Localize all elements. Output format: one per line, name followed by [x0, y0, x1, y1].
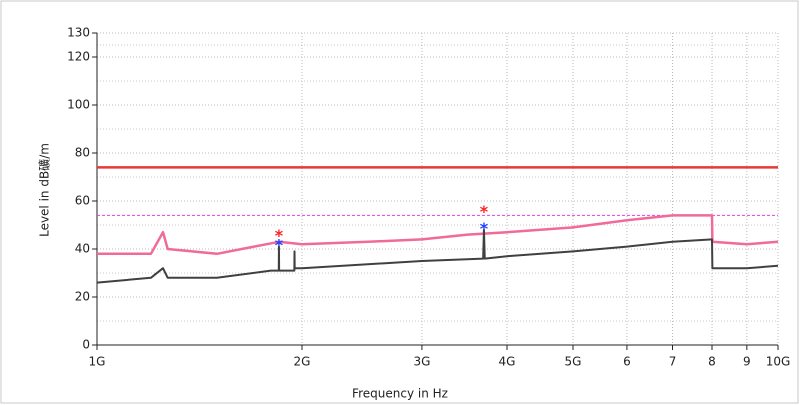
- trace-line: [97, 214, 779, 256]
- y-axis-label: Level in dB礦/m: [37, 143, 52, 237]
- x-tick-label: 3G: [413, 355, 430, 369]
- x-tick-label: 10G: [766, 355, 791, 369]
- peak-marker: *: [275, 226, 284, 245]
- peak-marker: *: [480, 219, 489, 238]
- peak-marker: *: [275, 236, 284, 255]
- y-tick-label: 100: [67, 98, 90, 112]
- trace-line: [96, 228, 779, 284]
- y-tick-label: 20: [75, 290, 90, 304]
- x-tick-label: 2G: [294, 355, 311, 369]
- y-tick-label: 80: [75, 146, 90, 160]
- y-tick-label: 40: [75, 242, 90, 256]
- y-tick-label: 120: [67, 50, 90, 64]
- x-tick-label: 1G: [89, 355, 106, 369]
- x-tick-label: 6: [623, 355, 631, 369]
- x-tick-label: 8: [708, 355, 716, 369]
- peak-marker: *: [480, 202, 489, 221]
- x-tick-label: 5G: [565, 355, 582, 369]
- y-tick-label: 130: [67, 26, 90, 40]
- y-tick-label: 0: [82, 338, 90, 352]
- y-tick-label: 60: [75, 194, 90, 208]
- x-tick-label: 4G: [499, 355, 516, 369]
- x-tick-label: 7: [669, 355, 677, 369]
- x-tick-label: 9: [743, 355, 751, 369]
- x-axis-label: Frequency in Hz: [352, 387, 448, 401]
